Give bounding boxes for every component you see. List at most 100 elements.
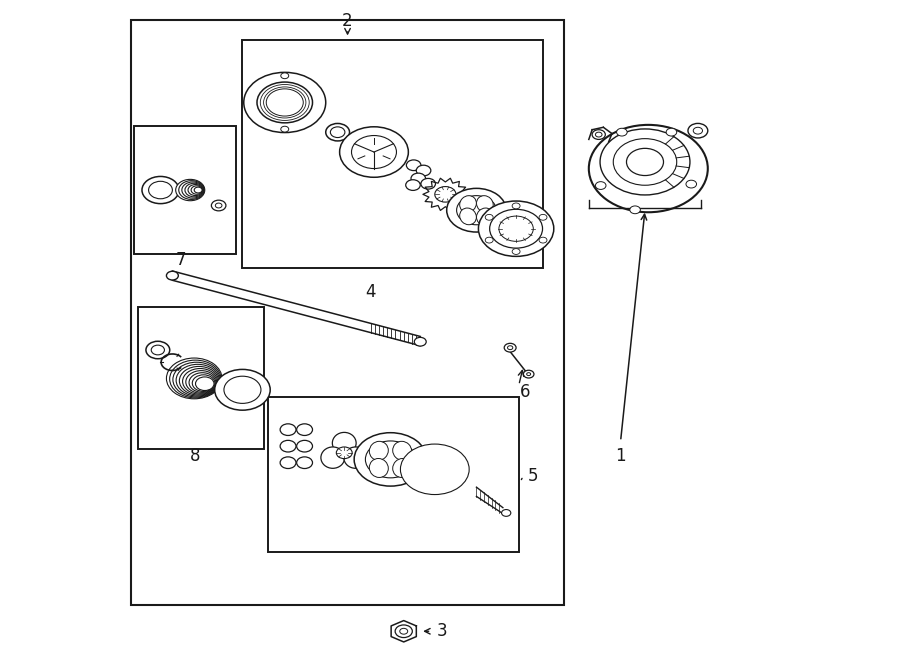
Ellipse shape	[421, 178, 436, 189]
Text: 1: 1	[616, 447, 625, 465]
Text: 2: 2	[342, 12, 353, 30]
Ellipse shape	[403, 446, 467, 492]
Ellipse shape	[281, 126, 289, 132]
Ellipse shape	[417, 452, 459, 483]
Ellipse shape	[429, 459, 450, 474]
Ellipse shape	[179, 180, 204, 200]
Ellipse shape	[400, 444, 469, 494]
Ellipse shape	[413, 451, 461, 485]
Ellipse shape	[179, 366, 219, 395]
Text: 6: 6	[520, 383, 531, 401]
Ellipse shape	[170, 360, 221, 398]
Text: 3: 3	[436, 622, 447, 641]
Ellipse shape	[616, 128, 627, 136]
Ellipse shape	[355, 433, 427, 486]
Ellipse shape	[166, 358, 222, 399]
Ellipse shape	[460, 208, 476, 225]
Ellipse shape	[411, 173, 426, 184]
Ellipse shape	[183, 369, 218, 394]
Text: 7: 7	[176, 251, 186, 269]
Ellipse shape	[257, 82, 312, 123]
Ellipse shape	[337, 447, 352, 459]
Ellipse shape	[693, 128, 703, 134]
Ellipse shape	[369, 459, 388, 477]
Ellipse shape	[666, 128, 677, 136]
Ellipse shape	[406, 180, 420, 190]
Bar	[131, 20, 564, 605]
Ellipse shape	[321, 447, 345, 469]
Ellipse shape	[185, 371, 217, 393]
Ellipse shape	[499, 216, 534, 241]
Ellipse shape	[512, 249, 520, 254]
Ellipse shape	[417, 165, 431, 176]
Ellipse shape	[215, 203, 222, 208]
Ellipse shape	[191, 186, 202, 194]
Ellipse shape	[512, 203, 520, 209]
Ellipse shape	[526, 373, 531, 375]
Bar	[242, 40, 543, 268]
Ellipse shape	[189, 373, 216, 393]
Ellipse shape	[184, 183, 203, 197]
Ellipse shape	[224, 376, 261, 403]
Ellipse shape	[419, 453, 456, 481]
Ellipse shape	[182, 182, 204, 198]
Ellipse shape	[369, 442, 388, 460]
Ellipse shape	[148, 181, 173, 199]
Ellipse shape	[266, 89, 303, 116]
Ellipse shape	[392, 442, 411, 460]
Ellipse shape	[688, 124, 707, 138]
Ellipse shape	[280, 440, 296, 452]
Ellipse shape	[212, 200, 226, 211]
Ellipse shape	[344, 447, 367, 469]
Ellipse shape	[490, 210, 543, 248]
Ellipse shape	[151, 345, 165, 355]
Ellipse shape	[142, 176, 179, 204]
Bar	[268, 397, 519, 552]
Ellipse shape	[426, 457, 452, 477]
Ellipse shape	[215, 369, 270, 410]
Ellipse shape	[330, 127, 345, 137]
Ellipse shape	[476, 208, 493, 225]
Ellipse shape	[297, 457, 312, 469]
Ellipse shape	[188, 184, 203, 196]
Ellipse shape	[539, 214, 547, 220]
Ellipse shape	[352, 136, 397, 169]
Ellipse shape	[281, 73, 289, 79]
Ellipse shape	[446, 188, 506, 232]
Bar	[138, 307, 264, 449]
Ellipse shape	[479, 201, 554, 256]
Ellipse shape	[410, 449, 463, 488]
Ellipse shape	[146, 341, 170, 359]
Ellipse shape	[423, 455, 454, 479]
Ellipse shape	[339, 127, 409, 177]
Ellipse shape	[686, 180, 697, 188]
Ellipse shape	[524, 370, 534, 378]
Text: 5: 5	[527, 467, 538, 485]
Ellipse shape	[176, 364, 220, 396]
Ellipse shape	[589, 125, 707, 212]
Ellipse shape	[407, 160, 421, 171]
Ellipse shape	[407, 447, 465, 490]
Ellipse shape	[414, 337, 427, 346]
Ellipse shape	[460, 196, 476, 212]
Ellipse shape	[297, 424, 312, 436]
Ellipse shape	[613, 139, 677, 185]
Ellipse shape	[592, 130, 606, 139]
Ellipse shape	[485, 237, 493, 243]
Ellipse shape	[630, 206, 641, 214]
Ellipse shape	[173, 362, 220, 397]
Ellipse shape	[392, 459, 411, 477]
Ellipse shape	[456, 196, 496, 225]
Ellipse shape	[485, 214, 493, 220]
Ellipse shape	[395, 625, 412, 638]
Ellipse shape	[508, 346, 513, 350]
Ellipse shape	[332, 432, 356, 453]
Ellipse shape	[280, 424, 296, 436]
Ellipse shape	[195, 377, 214, 391]
Ellipse shape	[539, 237, 547, 243]
Ellipse shape	[365, 441, 416, 478]
Ellipse shape	[194, 187, 202, 193]
Ellipse shape	[476, 196, 493, 212]
Text: 8: 8	[190, 447, 201, 465]
Ellipse shape	[504, 343, 516, 352]
